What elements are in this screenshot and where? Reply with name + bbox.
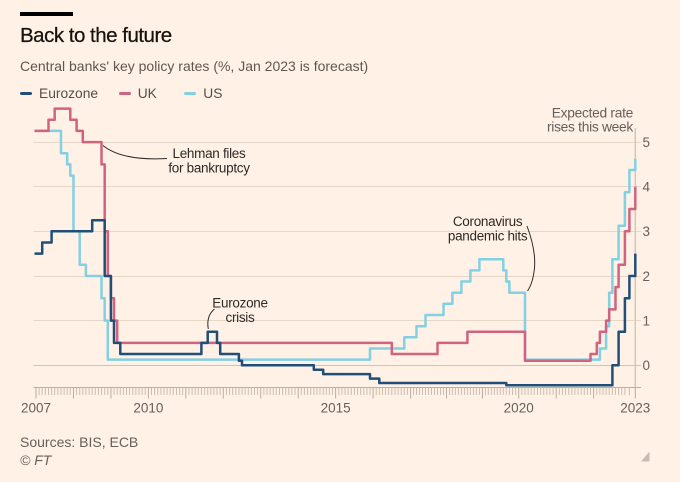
svg-text:2010: 2010 <box>133 401 163 416</box>
svg-text:1: 1 <box>643 313 651 328</box>
svg-text:2023: 2023 <box>620 401 650 416</box>
svg-text:Eurozone: Eurozone <box>212 296 267 311</box>
svg-text:crisis: crisis <box>226 310 255 325</box>
svg-text:4: 4 <box>643 180 651 195</box>
svg-text:Expected rate: Expected rate <box>552 106 634 121</box>
svg-text:2007: 2007 <box>21 401 51 416</box>
svg-text:pandemic hits: pandemic hits <box>448 229 528 244</box>
svg-text:2020: 2020 <box>504 401 534 416</box>
svg-text:Coronavirus: Coronavirus <box>453 214 523 229</box>
svg-text:2015: 2015 <box>321 401 351 416</box>
svg-text:3: 3 <box>643 224 651 239</box>
svg-text:2: 2 <box>643 269 651 284</box>
svg-text:5: 5 <box>643 135 651 150</box>
svg-text:Lehman files: Lehman files <box>173 146 246 161</box>
svg-text:0: 0 <box>643 358 651 373</box>
svg-text:for bankruptcy: for bankruptcy <box>168 161 250 176</box>
svg-text:rises this week: rises this week <box>547 120 633 135</box>
